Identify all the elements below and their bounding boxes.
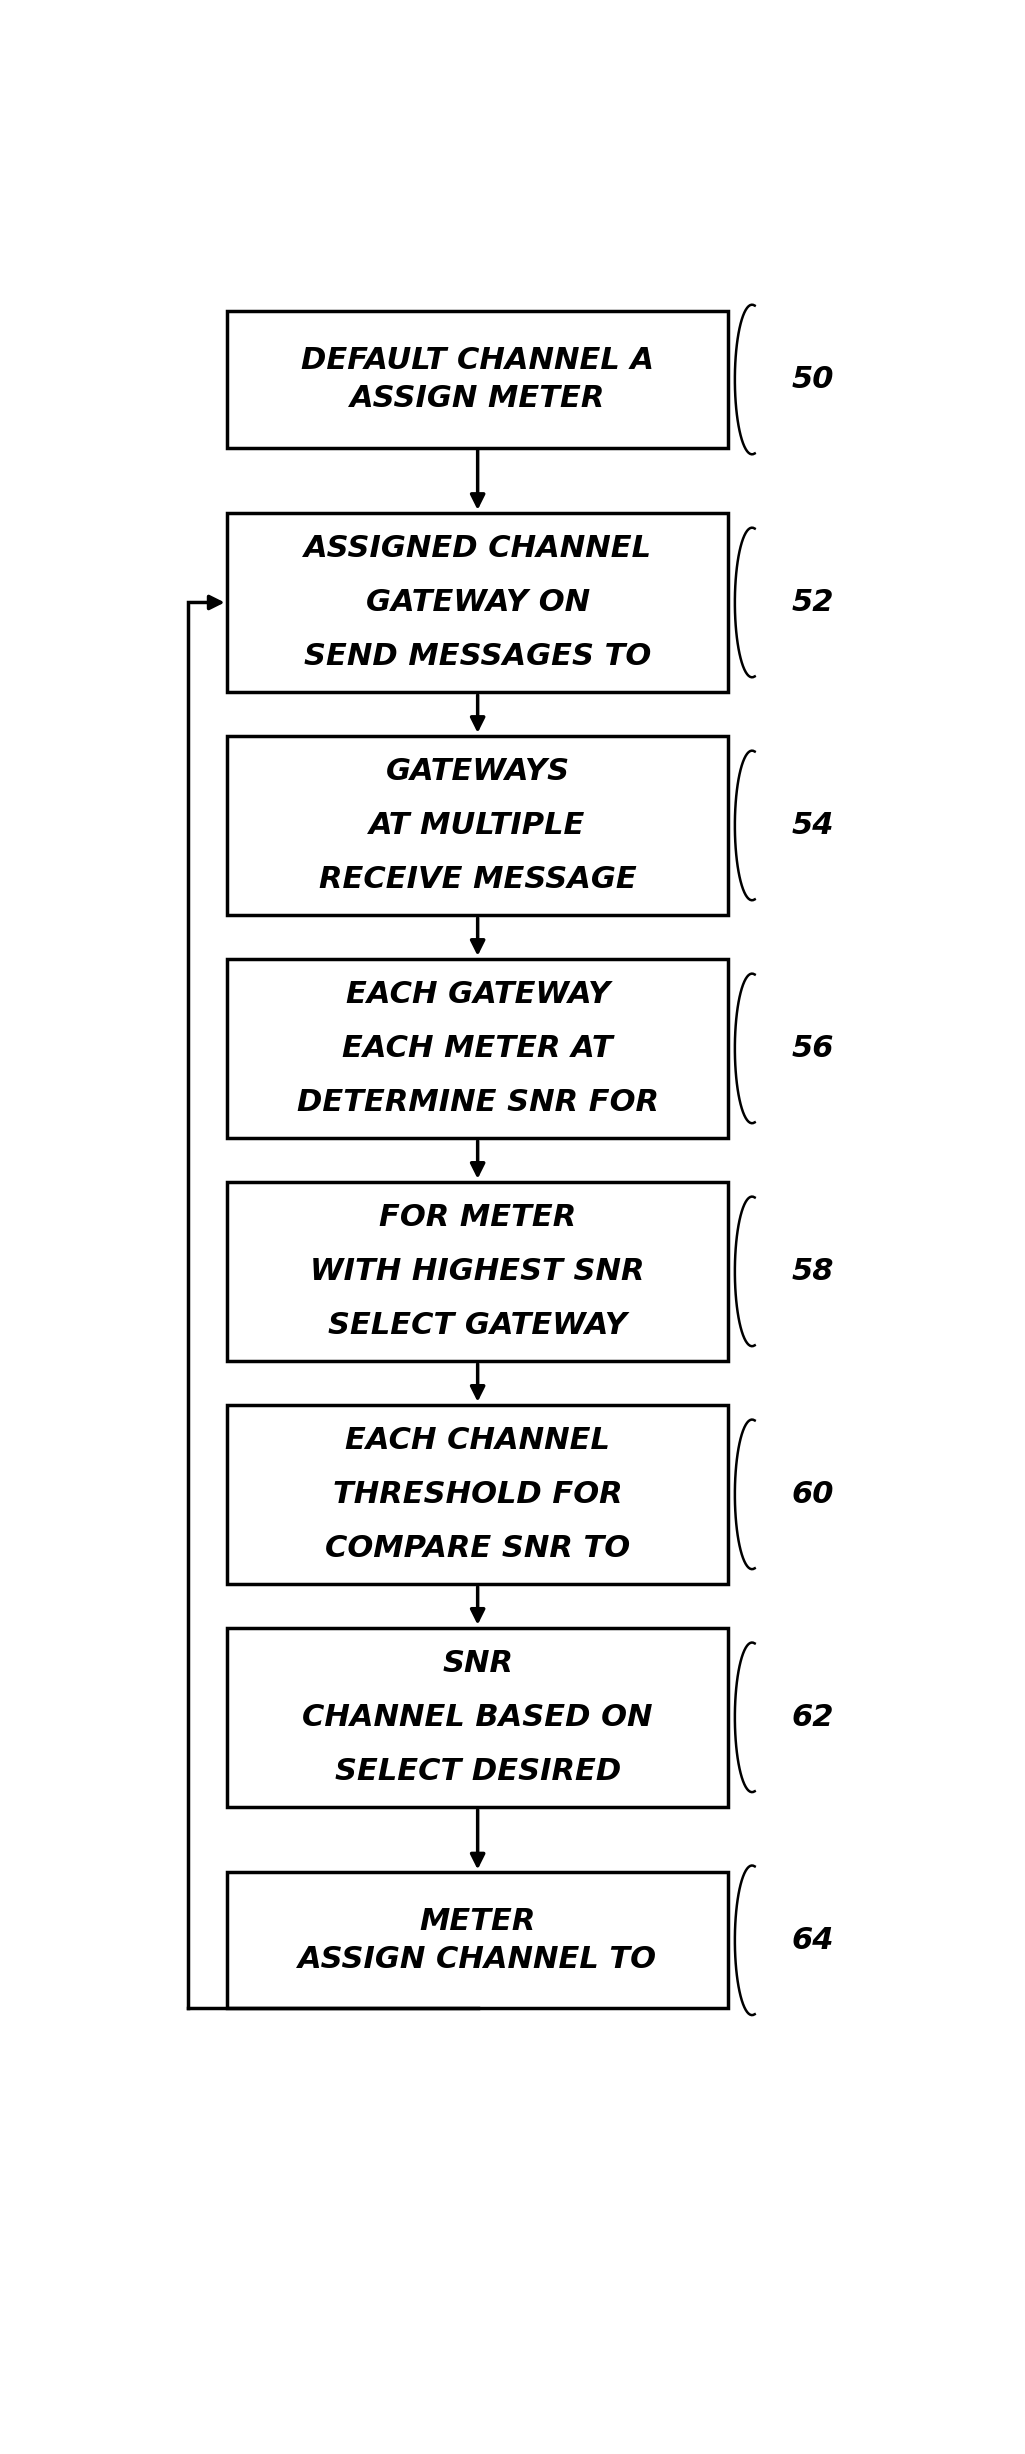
FancyBboxPatch shape	[228, 312, 728, 447]
Text: EACH CHANNEL: EACH CHANNEL	[345, 1426, 610, 1455]
Text: SELECT GATEWAY: SELECT GATEWAY	[328, 1310, 627, 1340]
FancyBboxPatch shape	[228, 1627, 728, 1806]
Text: DEFAULT CHANNEL A: DEFAULT CHANNEL A	[301, 346, 654, 375]
Text: ASSIGN METER: ASSIGN METER	[350, 385, 606, 412]
Text: COMPARE SNR TO: COMPARE SNR TO	[325, 1534, 630, 1563]
Text: ASSIGNED CHANNEL: ASSIGNED CHANNEL	[303, 535, 652, 562]
Text: METER: METER	[419, 1907, 536, 1936]
Text: CHANNEL BASED ON: CHANNEL BASED ON	[302, 1703, 653, 1733]
Text: EACH METER AT: EACH METER AT	[342, 1033, 613, 1063]
Text: FOR METER: FOR METER	[379, 1202, 576, 1232]
FancyBboxPatch shape	[228, 1404, 728, 1585]
Text: DETERMINE SNR FOR: DETERMINE SNR FOR	[296, 1087, 659, 1117]
FancyBboxPatch shape	[228, 1183, 728, 1362]
FancyBboxPatch shape	[228, 513, 728, 692]
Text: 54: 54	[791, 810, 834, 839]
Text: 64: 64	[791, 1926, 834, 1956]
FancyBboxPatch shape	[228, 736, 728, 915]
Text: ASSIGN CHANNEL TO: ASSIGN CHANNEL TO	[298, 1946, 657, 1973]
Text: WITH HIGHEST SNR: WITH HIGHEST SNR	[311, 1256, 645, 1286]
Text: EACH GATEWAY: EACH GATEWAY	[345, 979, 610, 1009]
Text: SNR: SNR	[442, 1649, 514, 1679]
Text: GATEWAYS: GATEWAYS	[385, 758, 570, 785]
Text: 50: 50	[791, 366, 834, 395]
Text: 62: 62	[791, 1703, 834, 1733]
FancyBboxPatch shape	[228, 1872, 728, 2007]
Text: 60: 60	[791, 1480, 834, 1509]
Text: THRESHOLD FOR: THRESHOLD FOR	[333, 1480, 622, 1509]
Text: 56: 56	[791, 1033, 834, 1063]
Text: GATEWAY ON: GATEWAY ON	[366, 589, 589, 616]
Text: SEND MESSAGES TO: SEND MESSAGES TO	[304, 643, 651, 670]
Text: SELECT DESIRED: SELECT DESIRED	[334, 1757, 621, 1787]
Text: 58: 58	[791, 1256, 834, 1286]
FancyBboxPatch shape	[228, 960, 728, 1139]
Text: 52: 52	[791, 589, 834, 616]
Text: AT MULTIPLE: AT MULTIPLE	[369, 810, 586, 839]
Text: RECEIVE MESSAGE: RECEIVE MESSAGE	[319, 864, 637, 893]
